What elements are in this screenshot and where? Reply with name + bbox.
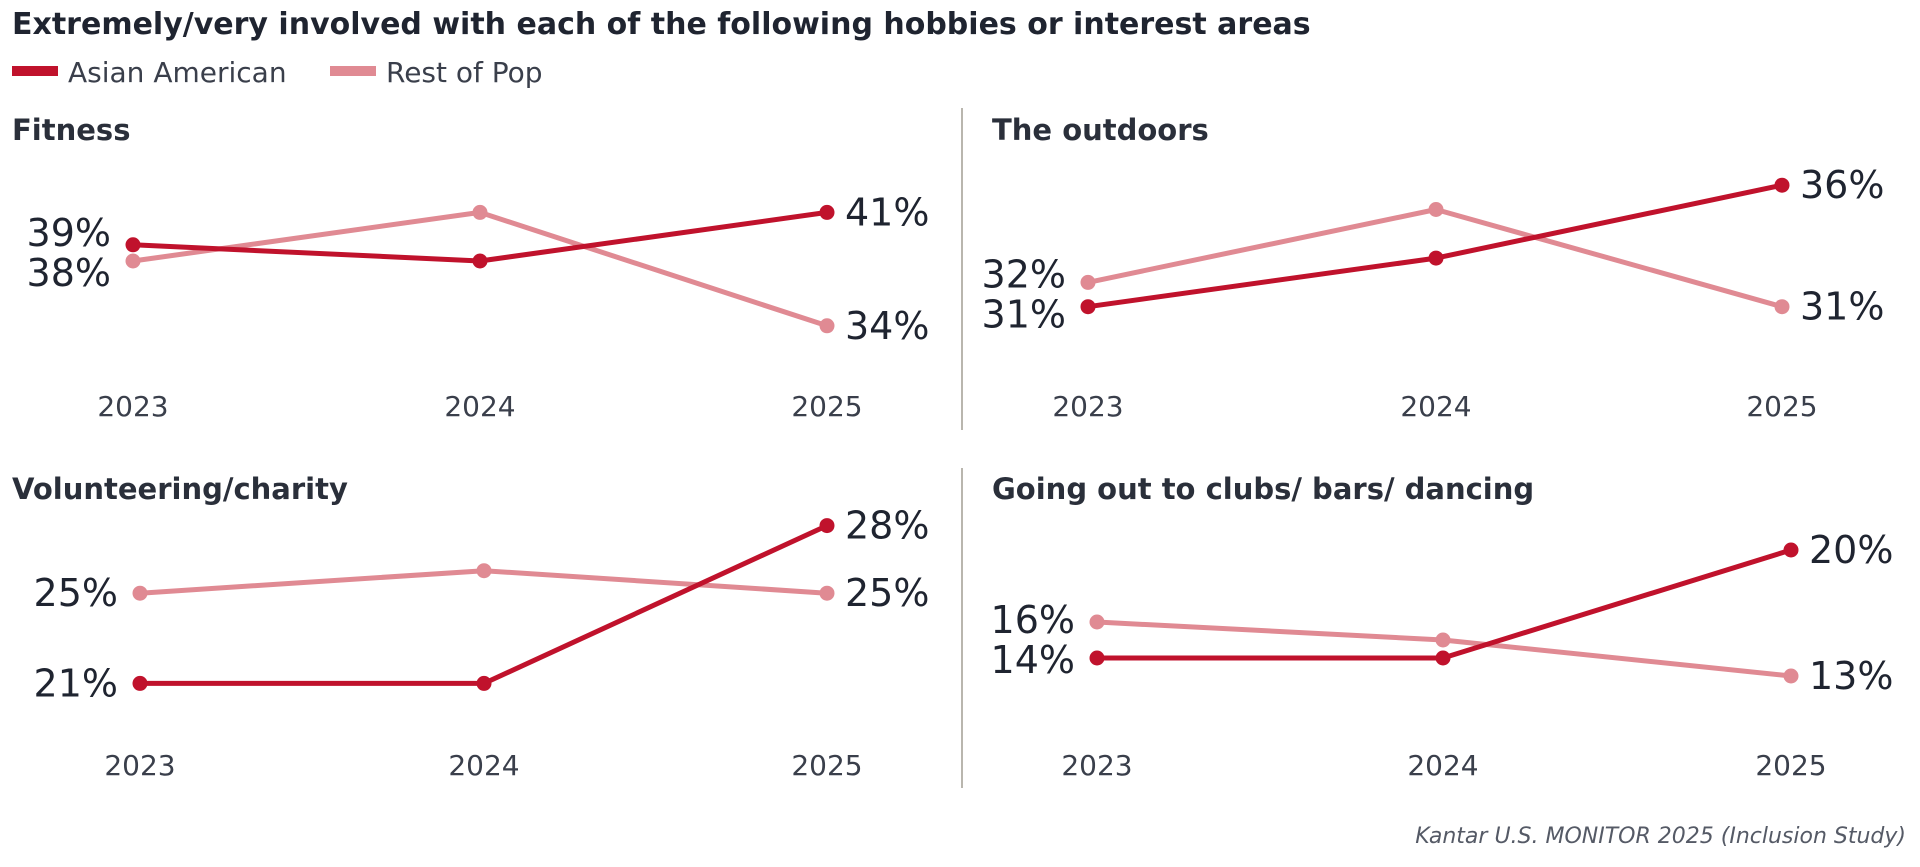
data-point-asian-american xyxy=(132,675,148,691)
data-label: 34% xyxy=(845,304,929,348)
data-point-rest-of-pop xyxy=(1435,632,1451,648)
series-line-rest-of-pop xyxy=(1094,619,1794,679)
data-point-rest-of-pop xyxy=(1774,299,1790,315)
data-point-asian-american xyxy=(1428,250,1444,266)
x-tick-label: 2024 xyxy=(448,749,519,782)
data-label: 41% xyxy=(845,190,929,234)
data-point-asian-american xyxy=(476,675,492,691)
data-point-asian-american xyxy=(819,204,835,220)
data-label: 21% xyxy=(34,661,118,705)
data-point-rest-of-pop xyxy=(1783,668,1799,684)
data-point-rest-of-pop xyxy=(472,204,488,220)
x-tick-label: 2025 xyxy=(791,390,862,423)
panel-4: Going out to clubs/ bars/ dancing 2023 202… xyxy=(991,472,1894,782)
data-label: 25% xyxy=(34,571,118,615)
panel-1: Fitness 2023 2024 2025 39%38% 41% 34% xyxy=(12,113,929,423)
data-label: 32% xyxy=(982,253,1066,297)
x-tick-label: 2023 xyxy=(97,390,168,423)
data-point-rest-of-pop xyxy=(1089,614,1105,630)
data-point-asian-american xyxy=(1774,177,1790,193)
data-point-rest-of-pop xyxy=(819,585,835,601)
data-point-asian-american xyxy=(125,237,141,253)
data-point-rest-of-pop xyxy=(132,585,148,601)
data-point-asian-american xyxy=(1783,542,1799,558)
x-tick-label: 2025 xyxy=(1746,390,1817,423)
x-tick-label: 2023 xyxy=(104,749,175,782)
data-label: 38% xyxy=(27,251,111,295)
source-note: Kantar U.S. MONITOR 2025 (Inclusion Stud… xyxy=(1415,824,1906,849)
data-point-asian-american xyxy=(472,253,488,269)
x-tick-label: 2023 xyxy=(1061,749,1132,782)
x-tick-label: 2025 xyxy=(1755,749,1826,782)
data-point-rest-of-pop xyxy=(1428,202,1444,217)
panel-title: The outdoors xyxy=(992,113,1209,147)
panel-title: Fitness xyxy=(12,113,130,147)
data-point-rest-of-pop xyxy=(819,318,835,334)
data-label: 31% xyxy=(982,293,1066,337)
legend: Asian American Rest of Pop xyxy=(12,56,543,89)
panel-title: Going out to clubs/ bars/ dancing xyxy=(992,472,1534,506)
data-point-rest-of-pop xyxy=(125,253,141,269)
legend-label-rest-of-pop: Rest of Pop xyxy=(386,56,543,89)
x-tick-label: 2025 xyxy=(791,749,862,782)
data-label: 16% xyxy=(991,598,1075,642)
panel-3: Volunteering/charity 2023 2024 2025 25% 21% 28… xyxy=(12,472,929,782)
data-label: 14% xyxy=(991,638,1075,682)
data-label: 28% xyxy=(845,504,929,548)
data-point-asian-american xyxy=(1080,299,1096,315)
x-tick-label: 2024 xyxy=(1407,749,1478,782)
x-tick-label: 2023 xyxy=(1052,390,1123,423)
data-label: 31% xyxy=(1800,285,1884,329)
data-label: 13% xyxy=(1809,654,1893,698)
data-label: 36% xyxy=(1800,163,1884,207)
data-label: 39% xyxy=(27,211,111,255)
data-label: 20% xyxy=(1809,528,1893,572)
legend-swatch-rest-of-pop xyxy=(330,66,376,76)
data-point-rest-of-pop xyxy=(1080,274,1096,290)
legend-swatch-asian-american xyxy=(12,66,58,76)
data-point-rest-of-pop xyxy=(476,563,492,579)
chart-panels: Fitness 2023 2024 2025 39%38% 41% 34% The outdo… xyxy=(12,113,1893,782)
data-label: 25% xyxy=(845,571,929,615)
panel-title: Volunteering/charity xyxy=(12,472,348,506)
chart-title: Extremely/very involved with each of the… xyxy=(12,7,1311,42)
x-tick-label: 2024 xyxy=(1400,390,1471,423)
data-point-asian-american xyxy=(819,518,835,534)
x-tick-label: 2024 xyxy=(444,390,515,423)
series-line-asian-american xyxy=(137,523,830,686)
legend-label-asian-american: Asian American xyxy=(68,56,287,89)
data-point-asian-american xyxy=(1089,650,1105,666)
data-point-asian-american xyxy=(1435,650,1451,666)
